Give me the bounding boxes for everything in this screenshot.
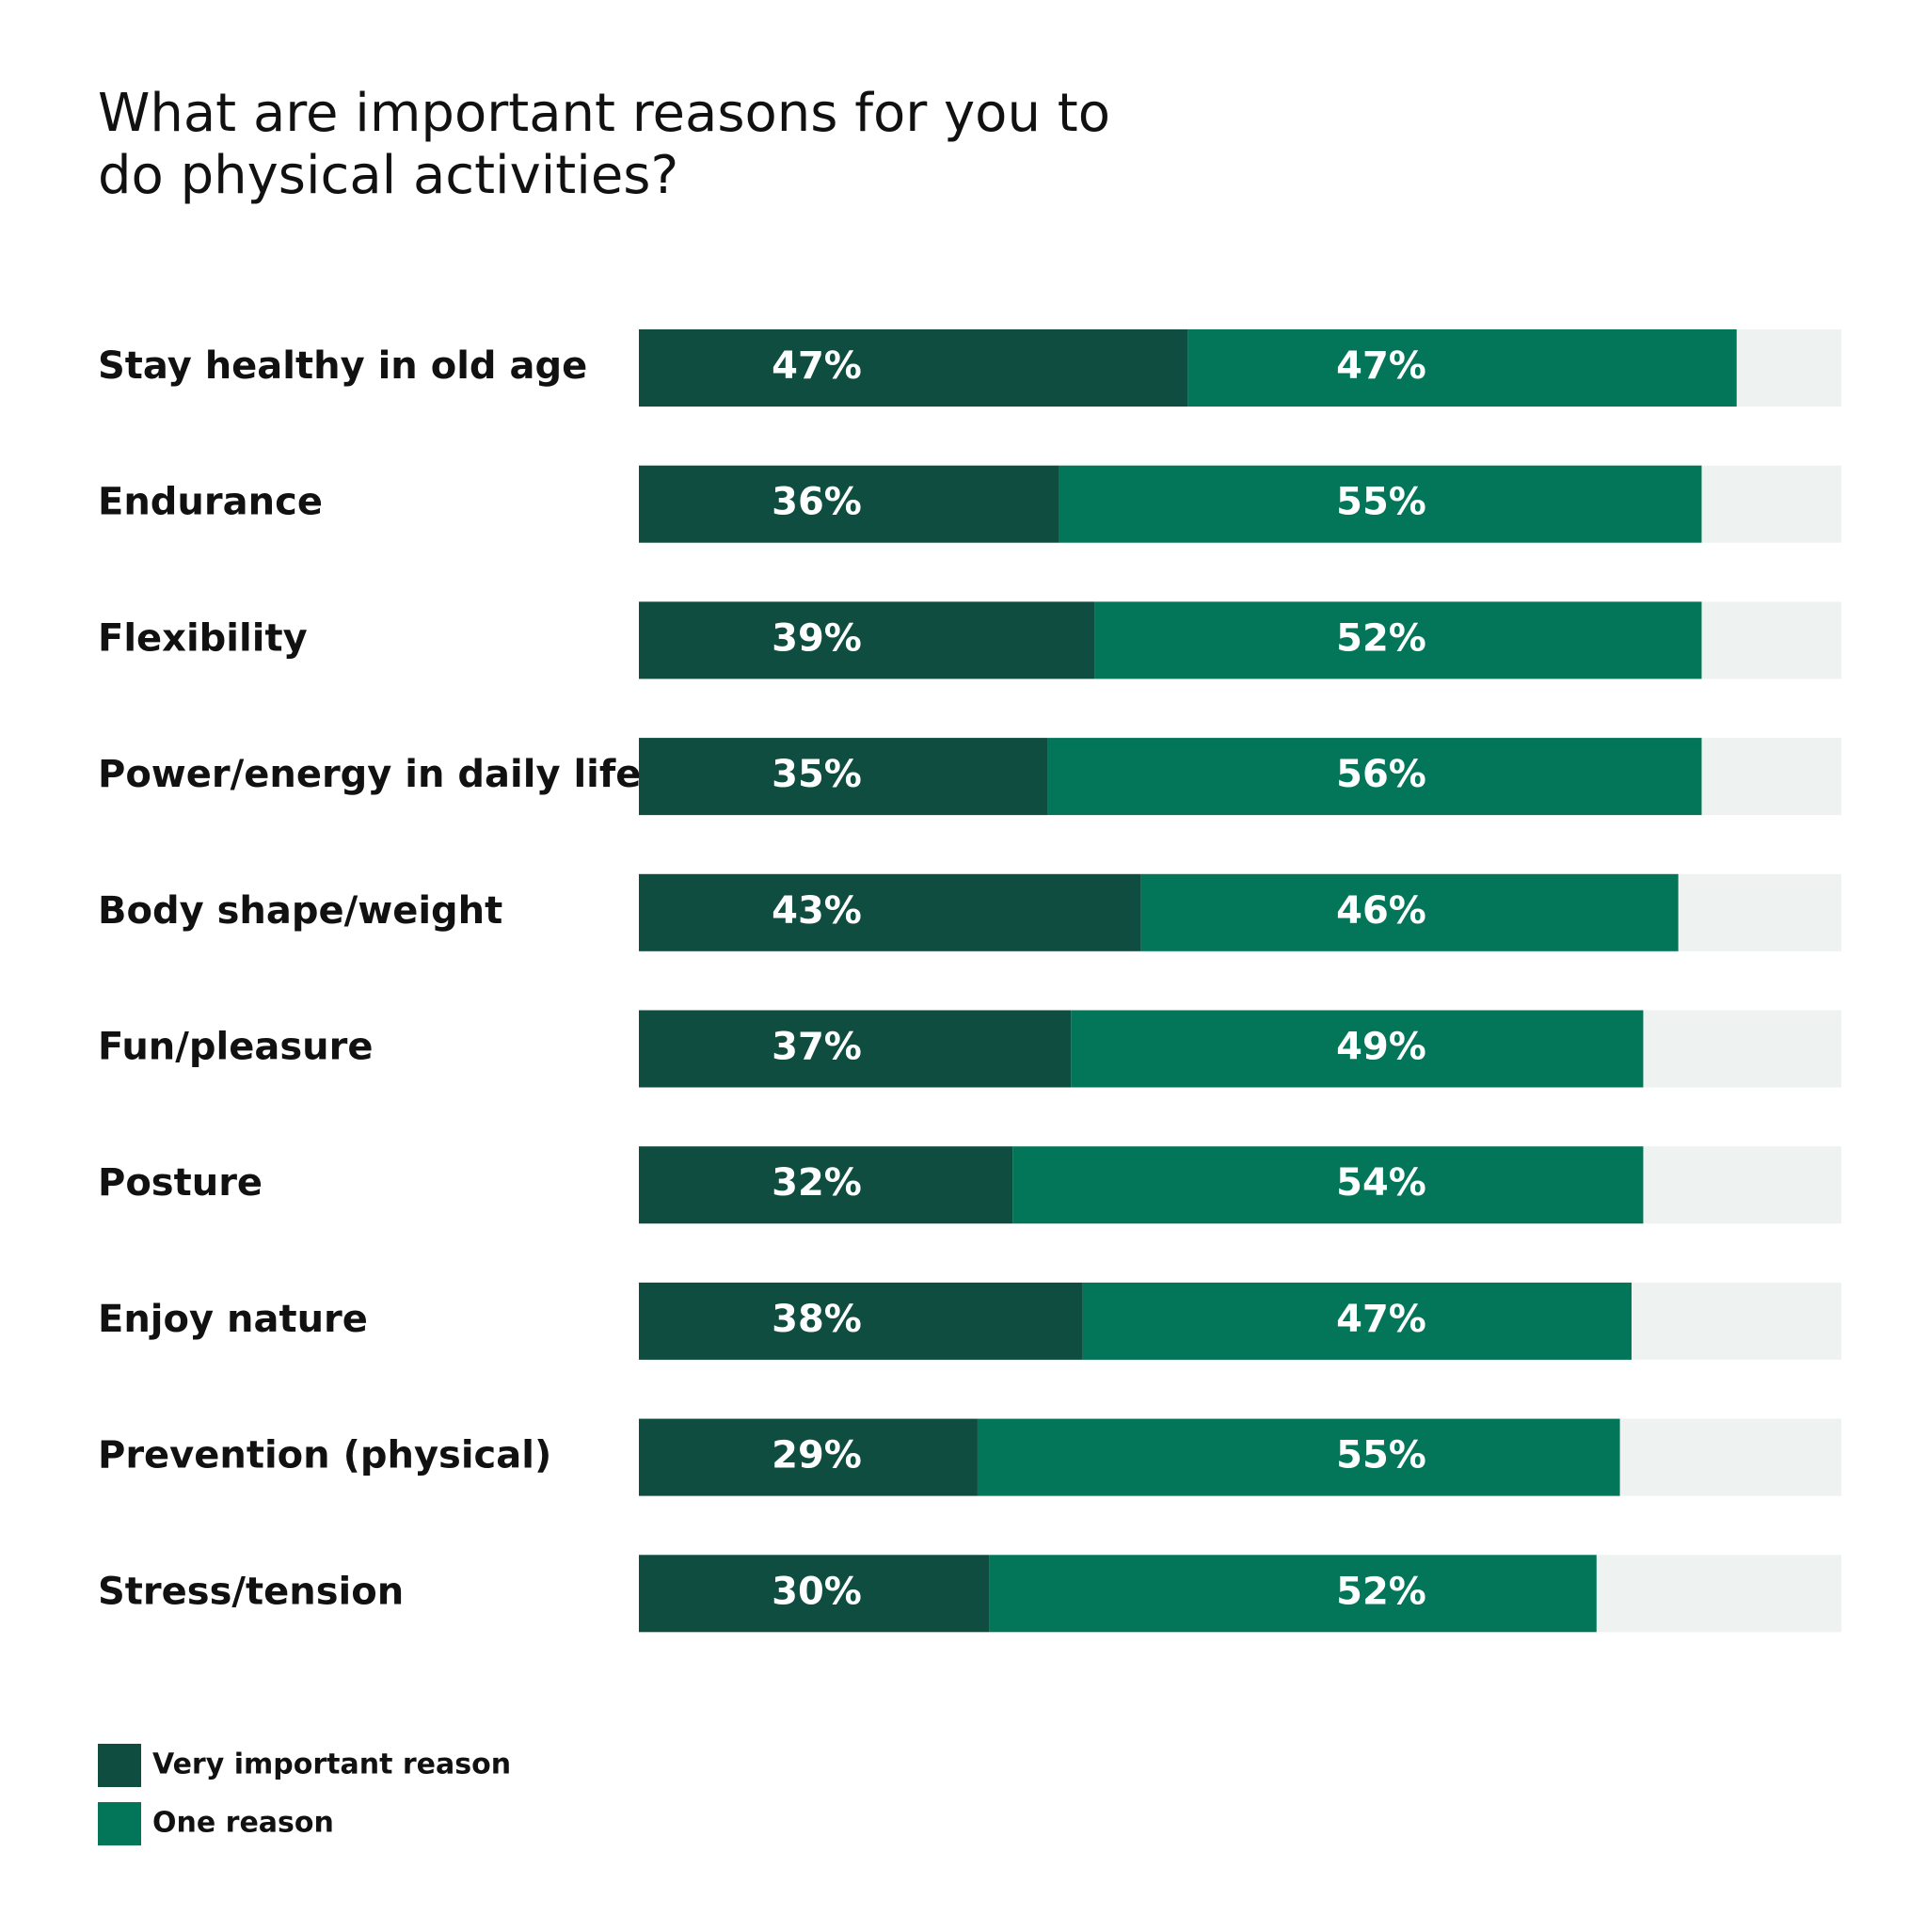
bar-segment-very-important <box>639 601 1095 679</box>
category-label: Power/energy in daily life <box>98 753 641 796</box>
bar-row: Flexibility 39% 52% <box>98 601 1841 679</box>
category-label: Stay healthy in old age <box>98 344 587 388</box>
bar-row: Enjoy nature 38% 47% <box>98 1282 1841 1360</box>
value-label: 55% <box>1336 481 1426 524</box>
bar-segment-very-important <box>639 1146 1013 1224</box>
value-label: 29% <box>772 1434 862 1477</box>
bar-segment-one-reason <box>989 1555 1597 1633</box>
bar-segment-very-important <box>639 873 1141 951</box>
value-label: 46% <box>1336 889 1426 933</box>
value-label: 37% <box>772 1026 862 1069</box>
value-label: 56% <box>1336 753 1426 796</box>
bar-segment-very-important <box>639 1418 978 1496</box>
category-label: Enjoy nature <box>98 1298 368 1341</box>
value-label: 49% <box>1336 1026 1426 1069</box>
value-label: 30% <box>772 1570 862 1613</box>
bar-segment-one-reason <box>1047 738 1702 816</box>
value-label: 54% <box>1336 1161 1426 1205</box>
bar-row: Prevention (physical) 29% 55% <box>98 1418 1841 1496</box>
category-label: Prevention (physical) <box>98 1434 551 1477</box>
bar-row: Posture 32% 54% <box>98 1146 1841 1224</box>
legend-swatch <box>98 1744 141 1787</box>
legend-swatch <box>98 1802 141 1845</box>
category-label: Body shape/weight <box>98 889 502 933</box>
value-label: 39% <box>772 616 862 660</box>
category-label: Posture <box>98 1161 263 1205</box>
value-label: 32% <box>772 1161 862 1205</box>
bar-row: Endurance 36% 55% <box>98 465 1841 543</box>
chart-title: What are important reasons for you to do… <box>98 83 1110 206</box>
value-label: 52% <box>1336 1570 1426 1613</box>
bar-row: Stress/tension 30% 52% <box>98 1555 1841 1633</box>
value-label: 38% <box>772 1298 862 1341</box>
bar-row: Body shape/weight 43% 46% <box>98 873 1841 951</box>
legend-label: Very important reason <box>152 1748 511 1781</box>
bar-segment-very-important <box>639 1282 1083 1360</box>
bar-segment-one-reason <box>977 1418 1620 1496</box>
bar-segment-one-reason <box>1082 1282 1632 1360</box>
bar-segment-one-reason <box>1059 465 1702 543</box>
bar-row: Fun/pleasure 37% 49% <box>98 1010 1841 1088</box>
bar-row: Power/energy in daily life 35% 56% <box>98 738 1841 816</box>
category-label: Fun/pleasure <box>98 1026 374 1069</box>
value-label: 36% <box>772 481 862 524</box>
value-label: 52% <box>1336 616 1426 660</box>
bar-segment-very-important <box>639 738 1048 816</box>
bar-segment-one-reason <box>1071 1010 1644 1088</box>
legend-label: One reason <box>152 1807 334 1840</box>
value-label: 55% <box>1336 1434 1426 1477</box>
value-label: 47% <box>1336 344 1426 388</box>
value-label: 47% <box>772 344 862 388</box>
bar-segment-very-important <box>639 329 1188 407</box>
bar-segment-one-reason <box>1187 329 1737 407</box>
bar-row: Stay healthy in old age 47% 47% <box>98 329 1841 407</box>
bar-segment-one-reason <box>1012 1146 1644 1224</box>
bar-segment-one-reason <box>1140 873 1679 951</box>
legend-item: One reason <box>98 1802 334 1845</box>
value-label: 47% <box>1336 1298 1426 1341</box>
bar-segment-very-important <box>639 1555 990 1633</box>
bar-segment-one-reason <box>1094 601 1702 679</box>
legend-item: Very important reason <box>98 1744 511 1787</box>
category-label: Endurance <box>98 481 323 524</box>
bar-segment-very-important <box>639 465 1059 543</box>
value-label: 43% <box>772 889 862 933</box>
bar-segment-very-important <box>639 1010 1072 1088</box>
value-label: 35% <box>772 753 862 796</box>
category-label: Flexibility <box>98 616 308 660</box>
category-label: Stress/tension <box>98 1570 404 1613</box>
